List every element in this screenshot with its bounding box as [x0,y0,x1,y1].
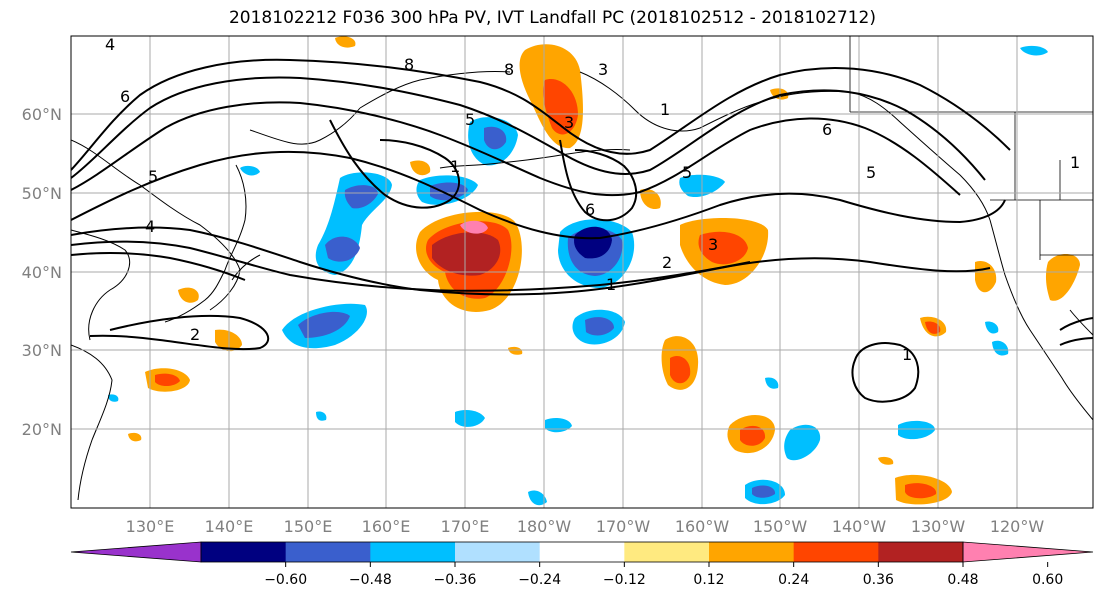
longitude-labels: 130°E 140°E 150°E 160°E 170°E 180°W 170°… [126,517,1045,536]
contour-labels: 4 6 5 4 2 8 8 1 5 3 3 1 5 6 2 1 3 6 5 1 … [105,35,1080,364]
contour-label: 1 [902,345,912,364]
plot-frame [70,35,1094,509]
contour-label: 4 [145,217,155,236]
contour-label: 8 [404,55,414,74]
contour-label: 3 [564,113,574,132]
lat-label-60n: 60°N [22,105,62,124]
contour-label: 3 [708,235,718,254]
colorbar-tick-label: 0.36 [863,572,894,588]
contour-label: 1 [660,100,670,119]
contour-label: 5 [148,167,158,186]
lon-label: 180°W [517,517,572,536]
colorbar-extend-low [70,541,202,563]
gridlines [71,36,1093,508]
lon-label: 140°E [205,517,254,536]
colorbar-tick-label: −0.12 [603,572,646,588]
lon-label: 170°E [441,517,490,536]
contour-label: 8 [504,60,514,79]
colorbar-segment [539,542,625,562]
contour-label: 6 [120,87,130,106]
colorbar-segment [201,542,287,562]
contour-label: 1 [1070,153,1080,172]
lon-label: 160°W [675,517,730,536]
colorbar-tick-label: −0.48 [349,572,392,588]
map-title: 2018102212 F036 300 hPa PV, IVT Landfall… [228,8,876,28]
contour-label: 5 [682,163,692,182]
pv-anomaly-fills [108,36,1080,506]
contour-label: 2 [662,253,672,272]
contour-label: 2 [190,325,200,344]
lon-label: 150°W [753,517,808,536]
colorbar-segment [793,542,879,562]
lon-label: 120°W [990,517,1045,536]
contour-label: 5 [866,163,876,182]
colorbar-tick-label: −0.60 [264,572,307,588]
lon-label: 140°W [832,517,887,536]
lat-label-20n: 20°N [22,420,62,439]
colorbar-tick-label: 0.48 [947,572,978,588]
colorbar-tick-label: −0.36 [434,572,477,588]
contour-label: 3 [598,60,608,79]
colorbar-extend-high [962,541,1094,563]
contour-label: 1 [606,275,616,294]
lat-label-40n: 40°N [22,263,62,282]
contour-label: 1 [450,157,460,176]
lon-label: 130°W [911,517,966,536]
colorbar-segment [624,542,710,562]
colorbar-segment [285,542,371,562]
ivt-contours [71,58,1093,403]
contour-label: 6 [822,120,832,139]
colorbar-tick-label: 0.60 [1032,572,1063,588]
political-borders [849,36,1093,260]
lon-label: 130°E [126,517,175,536]
colorbar-tick-label: 0.24 [778,572,809,588]
lon-label: 150°E [284,517,333,536]
lat-label-30n: 30°N [22,341,62,360]
colorbar-frame [200,541,964,563]
colorbar-segment [370,542,456,562]
lon-label: 170°W [596,517,651,536]
colorbar-tick-label: 0.12 [693,572,724,588]
colorbar-segment [709,542,795,562]
colorbar: −0.60 −0.48 −0.36 −0.24 −0.12 0.12 0.24 0.36 0.4… [70,541,1094,588]
contour-label: 6 [585,200,595,219]
lon-label: 160°E [362,517,411,536]
colorbar-tick-label: −0.24 [518,572,561,588]
coastlines [71,70,1093,501]
colorbar-segment [878,542,964,562]
lat-label-50n: 50°N [22,184,62,203]
colorbar-segment [455,542,541,562]
contour-label: 4 [105,35,115,54]
contour-label: 5 [465,110,475,129]
latitude-labels: 60°N 50°N 40°N 30°N 20°N [22,105,62,439]
